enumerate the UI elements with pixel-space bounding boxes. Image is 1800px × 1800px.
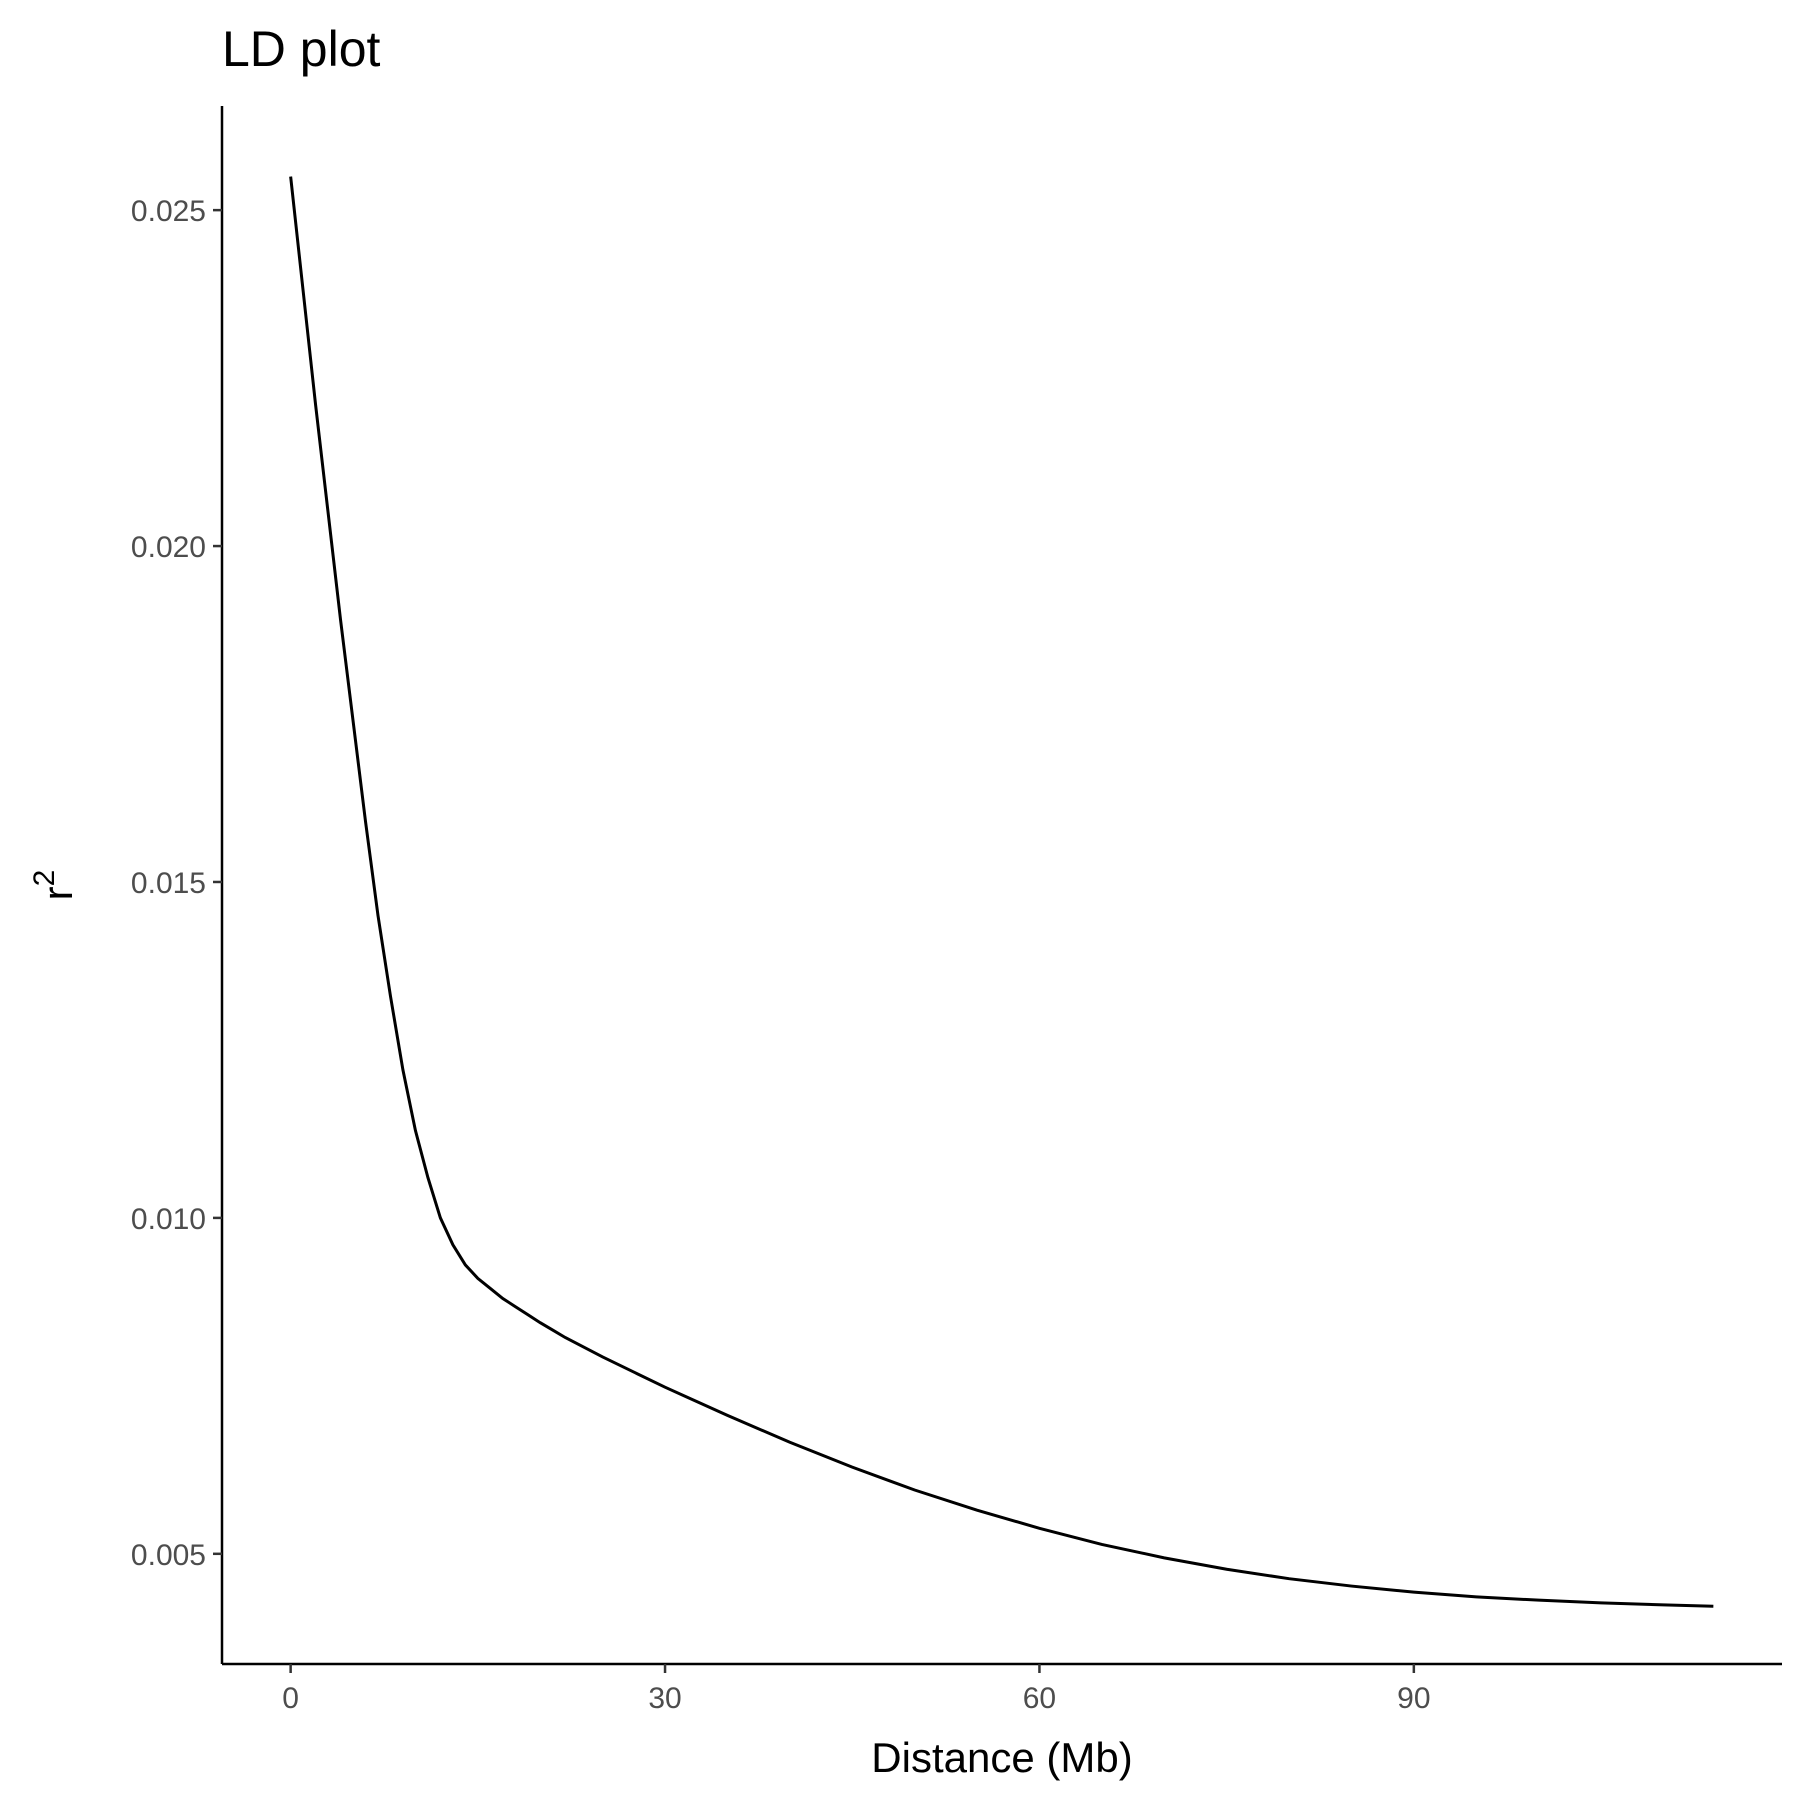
svg-text:r2: r2 [28,870,81,901]
y-axis-title-superscript: 2 [28,870,61,887]
x-axis-ticks: 0 30 60 90 [282,1664,1431,1715]
x-tick-label: 60 [1023,1682,1056,1715]
x-tick-label: 30 [648,1682,681,1715]
y-tick-label: 0.015 [131,867,206,900]
y-axis-title: r2 [28,870,81,901]
y-tick-label: 0.010 [131,1203,206,1236]
ld-decay-line [289,176,1714,1608]
x-tick-label: 0 [282,1682,299,1715]
y-tick-label: 0.025 [131,195,206,228]
y-tick-label: 0.020 [131,531,206,564]
y-axis-title-base: r [34,886,81,900]
x-axis-title: Distance (Mb) [871,1734,1132,1781]
x-tick-label: 90 [1397,1682,1430,1715]
y-tick-label: 0.005 [131,1539,206,1572]
axes [220,106,1782,1666]
chart-title: LD plot [222,21,381,77]
y-axis-ticks: 0.005 0.010 0.015 0.020 0.025 [131,195,222,1572]
